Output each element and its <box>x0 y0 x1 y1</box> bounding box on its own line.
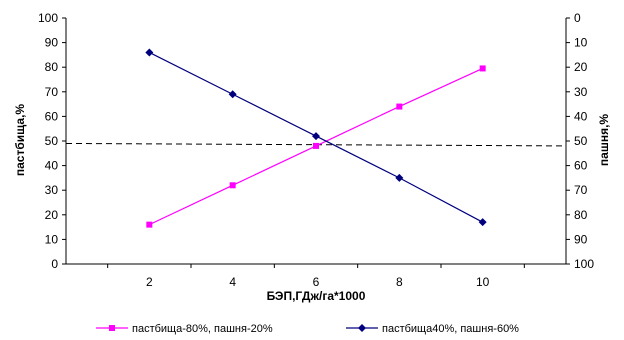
left-y-tick-label: 50 <box>45 134 59 148</box>
left-y-tick-label: 40 <box>45 159 59 173</box>
right-y-tick-label: 60 <box>574 159 588 173</box>
right-y-tick-label: 0 <box>574 11 581 25</box>
legend-label-series-2: пастбища40%, пашня-60% <box>382 323 519 335</box>
data-point-series-2 <box>395 173 404 182</box>
left-y-tick-label: 80 <box>45 60 59 74</box>
left-y-tick-label: 0 <box>51 257 58 271</box>
left-y-tick-label: 100 <box>38 11 58 25</box>
right-y-tick-label: 90 <box>574 232 588 246</box>
plot-area <box>65 18 567 265</box>
left-y-tick-label: 90 <box>45 36 59 50</box>
right-y-tick-label: 40 <box>574 109 588 123</box>
x-tick-label: 8 <box>396 275 403 289</box>
data-point-series-1 <box>396 103 403 110</box>
legend-marker-series-2 <box>358 324 366 332</box>
right-y-tick-label: 50 <box>574 134 588 148</box>
right-y-tick-label: 10 <box>574 36 588 50</box>
data-point-series-1 <box>229 182 236 189</box>
left-y-axis: 0 10 20 30 40 50 60 70 80 90 100 <box>38 11 66 271</box>
y-axis-title: пастбища,% <box>13 104 27 177</box>
legend-marker-series-1 <box>109 325 115 331</box>
left-y-tick-label: 60 <box>45 109 59 123</box>
right-y-tick-label: 20 <box>574 60 588 74</box>
data-point-series-2 <box>312 132 320 141</box>
right-y-axis: 0 10 20 30 40 50 60 70 80 90 100 <box>566 11 594 271</box>
left-y-tick-label: 30 <box>45 183 59 197</box>
x-axis: 2 4 6 8 10 <box>107 264 525 289</box>
data-point-series-2 <box>145 48 154 57</box>
data-point-series-1 <box>313 142 319 149</box>
data-point-series-1 <box>146 221 153 228</box>
right-y-tick-label: 70 <box>574 183 588 197</box>
left-y-tick-label: 10 <box>45 232 59 246</box>
left-y-tick-label: 20 <box>45 208 59 222</box>
data-point-series-2 <box>478 218 487 227</box>
legend: пастбища-80%, пашня-20% пастбища40%, паш… <box>96 323 519 335</box>
x-tick-label: 10 <box>476 275 490 289</box>
x-tick-label: 4 <box>229 275 236 289</box>
data-point-series-2 <box>228 90 237 99</box>
series-layer <box>145 48 487 228</box>
y2-axis-title: пашня,% <box>597 114 611 167</box>
x-tick-label: 6 <box>313 275 320 289</box>
right-y-tick-label: 100 <box>574 257 594 271</box>
legend-label-series-1: пастбища-80%, пашня-20% <box>132 323 273 335</box>
right-y-tick-label: 30 <box>574 85 588 99</box>
x-tick-label: 2 <box>146 275 153 289</box>
right-y-tick-label: 80 <box>574 208 588 222</box>
x-axis-title: БЭП,ГДж/га*1000 <box>267 289 366 303</box>
data-point-series-1 <box>479 65 486 72</box>
left-y-tick-label: 70 <box>45 85 59 99</box>
